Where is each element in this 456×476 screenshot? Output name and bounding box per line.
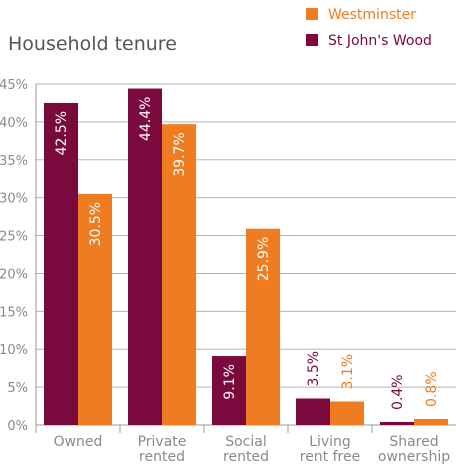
bar: [414, 418, 448, 425]
y-tick-label: 0%: [7, 419, 28, 434]
x-category-label: Shared: [389, 434, 438, 450]
x-category-label: Living: [309, 434, 351, 450]
bar: [246, 228, 280, 425]
y-tick-label: 10%: [0, 343, 28, 358]
x-category-label: rented: [139, 449, 185, 465]
legend-swatch: [306, 8, 318, 20]
bar: [296, 398, 330, 425]
legend-label: Westminster: [328, 7, 416, 23]
y-tick-label: 45%: [0, 78, 28, 93]
bar: [78, 193, 112, 425]
bar: [128, 88, 162, 426]
x-category-label: Social: [225, 434, 267, 450]
bar: [44, 102, 78, 425]
data-label: 39.7%: [172, 132, 188, 176]
data-label: 9.1%: [222, 364, 238, 400]
data-label: 42.5%: [54, 111, 70, 155]
x-category-label: rent free: [300, 449, 360, 465]
x-category-label: Private: [138, 434, 187, 450]
y-axis: 0% 5% 10% 15% 20% 25% 30% 35% 40% 45%: [0, 78, 37, 434]
y-tick-label: 30%: [0, 192, 28, 207]
chart-title: Household tenure: [8, 33, 177, 55]
legend-swatch: [306, 34, 318, 46]
bar: [380, 421, 414, 425]
bars: [44, 88, 448, 426]
bar: [212, 356, 246, 425]
y-tick-label: 35%: [0, 154, 28, 169]
x-category-label: ownership: [378, 449, 450, 465]
x-category-label: Owned: [54, 434, 103, 450]
bar: [162, 124, 196, 425]
data-label: 3.5%: [306, 351, 322, 387]
y-tick-label: 20%: [0, 267, 28, 282]
data-label: 0.8%: [424, 371, 440, 407]
legend-label: St John's Wood: [328, 33, 432, 49]
data-label: 3.1%: [340, 354, 356, 390]
y-tick-label: 40%: [0, 116, 28, 131]
data-label: 0.4%: [390, 374, 406, 410]
y-tick-label: 5%: [7, 381, 28, 396]
legend: Westminster St John's Wood: [306, 7, 432, 49]
y-tick-label: 25%: [0, 230, 28, 245]
data-labels: 42.5% 30.5% 44.4% 39.7% 9.1% 25.9% 3.5% 3.1% 0.4…: [54, 97, 440, 410]
data-label: 25.9%: [256, 237, 272, 281]
x-axis: Owned PrivaterentedSocialrentedLivingrent…: [54, 425, 450, 465]
x-category-label: rented: [223, 449, 269, 465]
bar: [330, 401, 364, 425]
data-label: 44.4%: [138, 97, 154, 141]
data-label: 30.5%: [88, 202, 104, 246]
y-tick-label: 15%: [0, 305, 28, 320]
